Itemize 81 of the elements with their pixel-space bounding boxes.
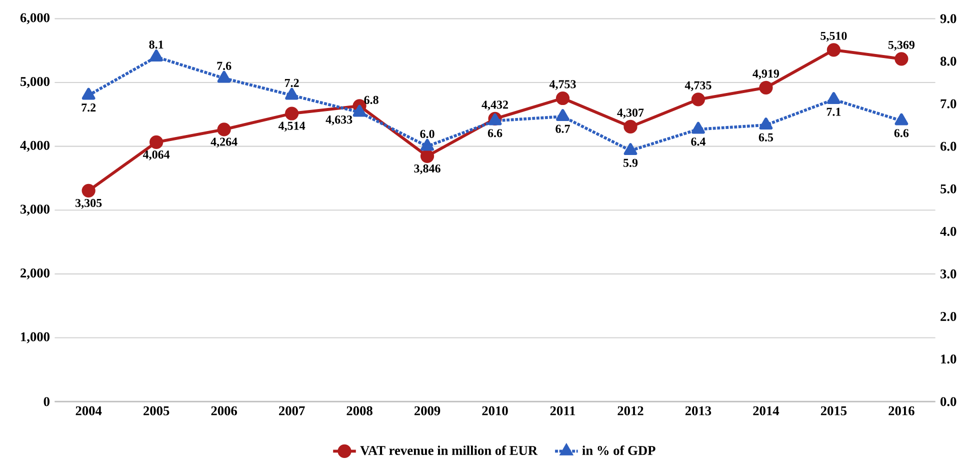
point <box>894 52 908 66</box>
data-label: 6.8 <box>364 96 378 104</box>
data-label: 6.6 <box>894 129 909 138</box>
point <box>420 139 434 151</box>
y-tick-label: 3,000 <box>20 204 50 216</box>
data-label: 7.2 <box>284 79 299 88</box>
point <box>624 120 638 134</box>
point <box>420 150 434 164</box>
data-label: 7.1 <box>826 108 841 116</box>
y-tick-label: 6,000 <box>20 13 50 24</box>
data-label: 4,753 <box>549 80 576 90</box>
point <box>82 88 96 100</box>
x-tick-label: 2013 <box>685 406 712 416</box>
data-label: 6.6 <box>488 129 502 138</box>
y2-tick-label: 6.0 <box>940 142 956 152</box>
x-tick-label: 2008 <box>346 406 372 416</box>
data-label: 4,735 <box>684 81 712 92</box>
y2-tick-label: 8.0 <box>940 56 956 66</box>
data-label: 6.4 <box>691 138 706 146</box>
data-label: 4,264 <box>210 138 238 148</box>
data-label: 7.2 <box>82 104 96 112</box>
y-tick-label: 2,000 <box>20 268 50 280</box>
x-tick-label: 2007 <box>279 406 305 416</box>
y2-tick-label: 2.0 <box>940 312 956 322</box>
point <box>556 92 570 106</box>
point <box>624 143 638 156</box>
data-label: 4,633 <box>326 116 352 126</box>
x-tick-label: 2005 <box>144 406 170 416</box>
data-label: 4,514 <box>278 122 306 132</box>
point <box>217 70 231 83</box>
point <box>150 136 164 150</box>
x-tick-label: 2014 <box>753 406 780 416</box>
point <box>826 43 841 57</box>
legend-label: VAT revenue in million of EUR <box>360 446 538 456</box>
data-label: 6.5 <box>758 133 774 142</box>
point <box>759 118 773 130</box>
y-tick-label: 1,000 <box>21 332 50 344</box>
data-label: 4,064 <box>142 150 170 161</box>
y-tick-label: 5,000 <box>20 77 50 88</box>
point <box>284 106 299 120</box>
x-tick-label: 2012 <box>618 406 644 416</box>
point <box>82 184 96 198</box>
x-tick-label: 2015 <box>820 406 847 416</box>
point <box>352 104 366 117</box>
point <box>556 109 570 122</box>
y2-tick-label: 1.0 <box>941 354 956 364</box>
data-label: 6.7 <box>556 124 570 134</box>
x-tick-label: 2016 <box>888 406 914 416</box>
point <box>217 122 231 136</box>
y2-tick-label: 4.0 <box>940 227 956 236</box>
y-tick-label: 4,000 <box>20 141 50 152</box>
point <box>150 50 163 62</box>
data-label: 8.1 <box>149 40 164 49</box>
point <box>691 92 706 106</box>
data-label: 4,307 <box>617 108 644 119</box>
point <box>759 81 773 95</box>
point <box>285 88 298 100</box>
point <box>692 122 705 134</box>
data-label: 5,369 <box>888 41 915 51</box>
x-tick-label: 2011 <box>550 406 576 416</box>
data-label: 7.6 <box>217 62 232 70</box>
data-label: 6.0 <box>420 130 434 138</box>
y-tick-label: 0 <box>44 397 50 406</box>
y2-tick-label: 3.0 <box>940 270 956 279</box>
y2-tick-label: 5.0 <box>940 184 956 194</box>
x-tick-label: 2004 <box>76 406 102 416</box>
y2-tick-label: 0.0 <box>940 397 956 406</box>
y2-tick-label: 7.0 <box>940 99 956 108</box>
point <box>827 92 840 104</box>
data-label: 4,432 <box>482 100 508 111</box>
x-tick-label: 2006 <box>211 406 238 416</box>
x-tick-label: 2009 <box>414 406 440 416</box>
y2-tick-label: 9.0 <box>940 14 956 24</box>
data-label: 5,510 <box>820 32 847 42</box>
x-tick-label: 2010 <box>482 406 508 416</box>
data-label: 3,846 <box>414 164 440 174</box>
data-label: 3,305 <box>76 199 102 209</box>
data-label: 4,919 <box>752 70 780 80</box>
point <box>894 113 908 126</box>
legend-label: in % of GDP <box>582 446 656 456</box>
data-label: 5.9 <box>623 159 638 168</box>
